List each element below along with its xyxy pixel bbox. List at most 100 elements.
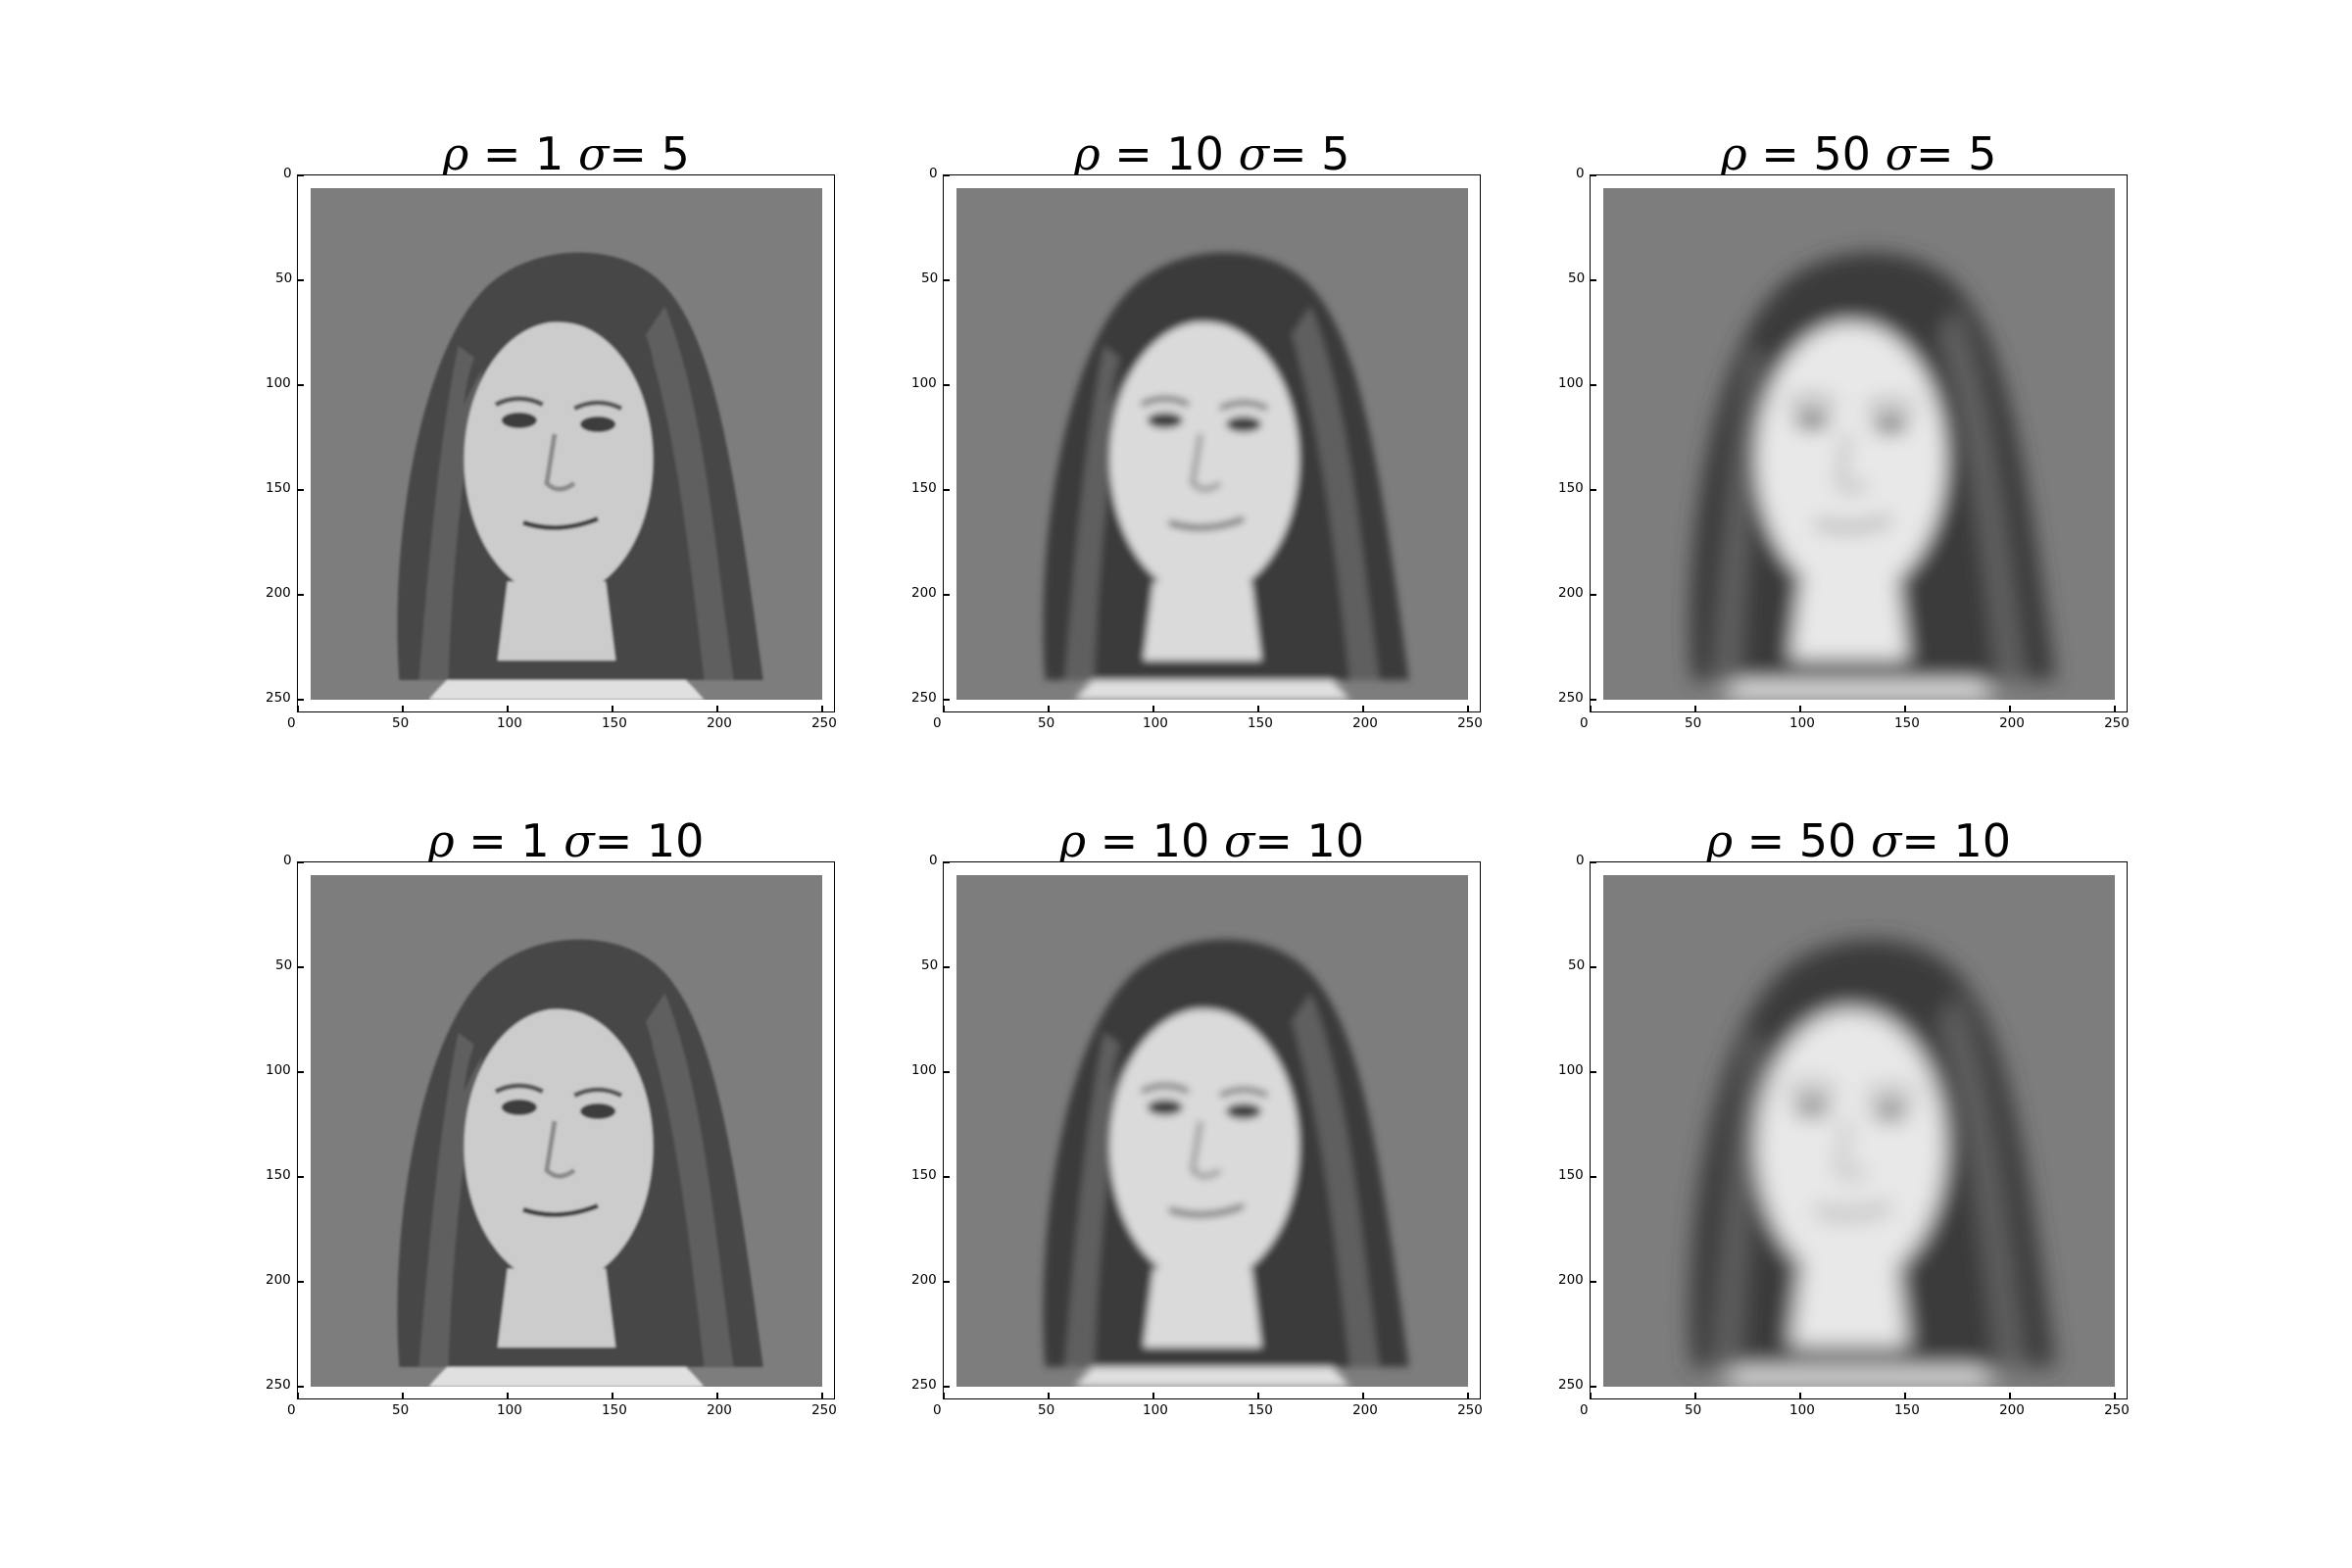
y-tick-label: 200	[1558, 585, 1584, 602]
y-tick-mark	[297, 279, 304, 281]
y-tick-label: 100	[911, 375, 937, 392]
y-tick-label: 100	[266, 375, 291, 392]
x-tick-label: 200	[707, 715, 732, 731]
x-tick-mark	[1904, 706, 1906, 712]
equals-sign: =	[1085, 814, 1152, 867]
y-tick-label: 250	[1558, 690, 1584, 707]
sigma-value: 10	[1953, 814, 2012, 867]
y-tick-label: 50	[1568, 957, 1586, 974]
sigma-value: 10	[646, 814, 705, 867]
sigma-value: 5	[661, 127, 690, 180]
x-tick-label: 100	[1789, 1402, 1815, 1418]
x-tick-label: 250	[1457, 1402, 1483, 1418]
rho-value: 10	[1166, 127, 1239, 180]
y-tick-mark	[297, 1176, 304, 1178]
portrait-image	[956, 875, 1468, 1387]
x-tick-mark	[612, 1393, 613, 1399]
x-tick-mark	[821, 1393, 823, 1399]
y-tick-mark	[1590, 1176, 1596, 1178]
y-tick-label: 200	[266, 1272, 291, 1289]
sigma-symbol: σ	[577, 127, 610, 180]
x-tick-label: 100	[1789, 715, 1815, 731]
rho-symbol: ρ	[1073, 127, 1101, 180]
x-tick-label: 0	[287, 1402, 296, 1418]
x-tick-label: 150	[1894, 715, 1920, 731]
y-tick-label: 250	[1558, 1377, 1584, 1394]
x-tick-label: 100	[1143, 1402, 1168, 1418]
panel-title: ρ = 50 σ= 5	[1721, 127, 1997, 180]
y-tick-mark	[297, 966, 304, 968]
y-tick-label: 150	[266, 480, 291, 497]
y-tick-mark	[943, 174, 950, 176]
equals-sign: =	[1100, 127, 1167, 180]
sigma-symbol: σ	[1885, 127, 1916, 180]
y-tick-mark	[943, 384, 950, 386]
y-tick-label: 0	[1576, 166, 1585, 181]
y-tick-label: 150	[1558, 1167, 1584, 1184]
x-tick-label: 250	[811, 715, 837, 731]
x-tick-mark	[2009, 1393, 2011, 1399]
face-picture	[311, 875, 822, 1387]
equals-sign: =	[1732, 814, 1799, 867]
y-tick-label: 100	[911, 1062, 937, 1079]
equals-sign: =	[468, 127, 536, 180]
x-tick-mark	[1799, 1393, 1801, 1399]
y-tick-mark	[1590, 489, 1596, 491]
portrait-image	[1603, 188, 2115, 700]
x-tick-label: 100	[1143, 715, 1168, 731]
y-tick-mark	[1590, 384, 1596, 386]
rho-value: 50	[1813, 127, 1886, 180]
y-tick-mark	[297, 489, 304, 491]
x-tick-label: 250	[1457, 715, 1483, 731]
rho-value: 10	[1152, 814, 1224, 867]
x-tick-mark	[1152, 706, 1154, 712]
y-tick-mark	[943, 1386, 950, 1388]
x-tick-mark	[297, 706, 299, 712]
face-picture	[1603, 875, 2115, 1387]
x-tick-label: 50	[392, 1402, 410, 1418]
y-tick-mark	[1590, 174, 1596, 176]
x-tick-label: 150	[1894, 1402, 1920, 1418]
x-tick-mark	[1048, 706, 1050, 712]
y-tick-mark	[1590, 279, 1596, 281]
y-tick-label: 100	[266, 1062, 291, 1079]
panel-title: ρ = 1 σ= 10	[428, 814, 705, 867]
panel-r2c1: ρ = 1 σ= 10 0 50 100 150 200 250 0 50 100 150 200 25…	[266, 814, 837, 1418]
x-tick-mark	[2114, 706, 2116, 712]
x-tick-mark	[716, 1393, 718, 1399]
panel-r2c3: ρ = 50 σ= 10 0 50 100 150 200 250 0 50 100 150 200 2…	[1558, 814, 2130, 1418]
x-tick-mark	[1152, 1393, 1154, 1399]
y-tick-label: 0	[283, 166, 292, 181]
portrait-image	[956, 188, 1468, 700]
y-tick-mark	[1590, 699, 1596, 701]
equals-sign: =	[1901, 814, 1954, 867]
y-tick-mark	[297, 861, 304, 863]
y-tick-mark	[1590, 594, 1596, 596]
x-tick-label: 0	[287, 715, 296, 731]
x-tick-label: 250	[2104, 1402, 2130, 1418]
y-tick-label: 150	[266, 1167, 291, 1184]
y-tick-label: 0	[929, 166, 938, 181]
equals-sign: =	[609, 127, 662, 180]
x-tick-label: 50	[1038, 1402, 1055, 1418]
y-tick-label: 150	[911, 480, 937, 497]
rho-value: 1	[535, 127, 578, 180]
x-tick-mark	[1467, 1393, 1469, 1399]
y-tick-mark	[297, 699, 304, 701]
x-tick-mark	[1048, 1393, 1050, 1399]
y-tick-mark	[297, 174, 304, 176]
rho-symbol: ρ	[427, 814, 455, 867]
x-tick-label: 200	[707, 1402, 732, 1418]
y-tick-label: 0	[283, 853, 292, 868]
y-tick-mark	[943, 699, 950, 701]
x-tick-mark	[1904, 1393, 1906, 1399]
equals-sign: =	[1746, 127, 1814, 180]
equals-sign: =	[1915, 127, 1969, 180]
rho-value: 1	[520, 814, 564, 867]
face-picture	[956, 188, 1468, 700]
x-tick-mark	[943, 706, 945, 712]
x-tick-mark	[821, 706, 823, 712]
x-tick-mark	[1799, 706, 1801, 712]
x-tick-label: 200	[1999, 715, 2025, 731]
y-tick-label: 50	[275, 957, 293, 974]
